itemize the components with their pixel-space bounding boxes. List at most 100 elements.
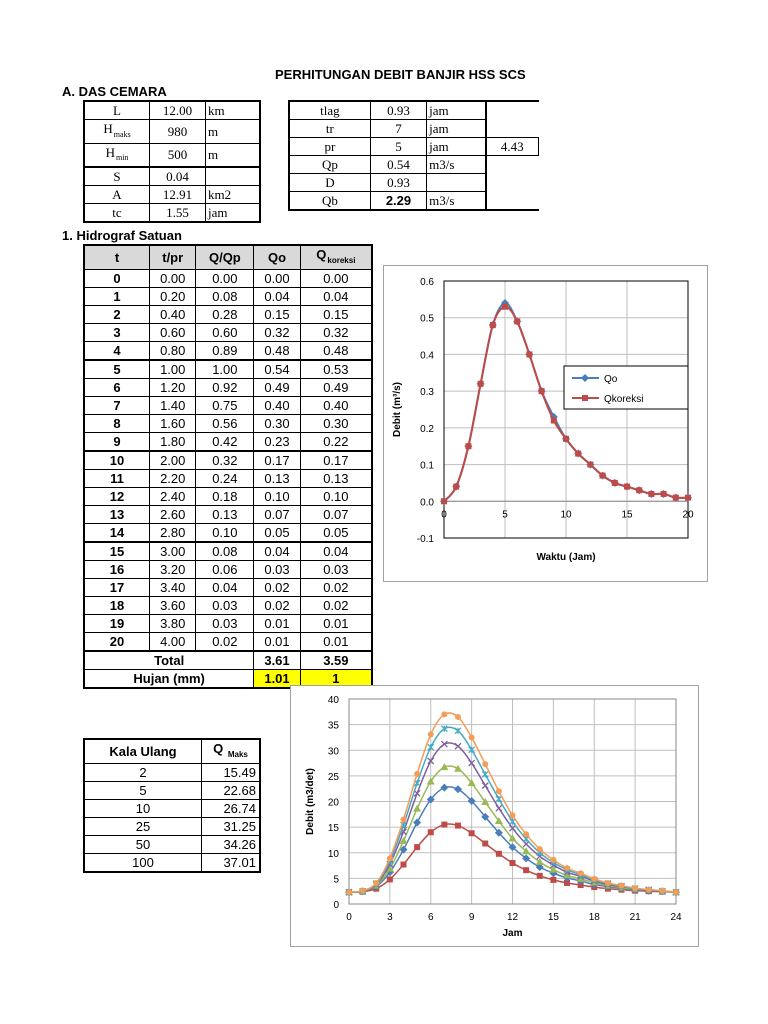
data-point [468,759,476,767]
total-row: Total 3.61 3.59 [83,650,373,670]
table-cell: 2 [83,304,150,324]
param-extra [486,192,539,211]
table-row: 0 0.00 0.00 0.00 0.00 [83,268,373,288]
table-cell: 0.13 [195,504,255,524]
table-cell: 0.00 [299,268,373,288]
data-point [508,843,517,852]
table-cell: 0.30 [299,413,373,433]
table-cell: 0.04 [299,541,373,561]
param-name: S [83,166,150,187]
table-cell: 12 [83,486,150,506]
data-point [440,725,448,733]
x-axis-title: Waktu (Jam) [536,552,595,563]
data-point [481,782,489,790]
table-cell: 0.04 [253,541,301,561]
y-tick-label: 0.4 [420,350,434,361]
y-tick-label: -0.1 [417,534,435,545]
return-period: 10 [83,798,202,818]
y-axis-title: Debit (m3/det) [305,768,316,835]
param-name: tlag [287,100,371,120]
table-cell: 14 [83,522,150,543]
param-name: tc [83,203,150,223]
x-axis-title: Jam [502,928,522,939]
y-tick-label: 5 [333,874,339,885]
table-row: 6 1.20 0.92 0.49 0.49 [83,377,373,397]
table-cell: 0.01 [253,613,301,633]
data-point [577,882,584,889]
table-cell: 0.32 [299,322,373,342]
data-point [632,885,639,892]
data-point [454,764,462,772]
data-point [550,876,557,883]
param-value: 1.55 [149,203,206,223]
table-cell: 0 [83,268,150,288]
table-cell: 1.00 [195,359,255,379]
param-unit [426,173,487,192]
table-cell: 0.07 [299,504,373,524]
data-point [611,479,618,486]
param-value: 5 [369,137,428,156]
data-point [494,816,503,824]
total-qo: 3.61 [253,650,301,670]
data-point [599,472,606,479]
data-point [427,757,435,765]
data-point [509,812,516,819]
data-point [495,788,502,795]
param-unit: km2 [205,185,261,205]
y-tick-label: 35 [328,721,340,732]
table-cell: 0.48 [253,340,301,361]
data-point [624,483,630,490]
data-point [414,844,421,851]
table-cell: 0.15 [299,304,373,324]
table-cell: 0.05 [253,522,301,543]
table-cell: 1.80 [148,431,197,452]
unit-hydrograph-chart: -0.1 0.0 0.1 0.2 0.3 0.4 0.5 0.6 0 5 10 15 20 Waktu (… [383,265,708,582]
data-point [645,886,652,893]
data-point [399,836,408,844]
legend [563,365,689,410]
x-tick-label: 21 [630,912,642,923]
table-cell: 0.23 [253,431,301,452]
table-cell: 0.22 [299,431,373,452]
table-cell: 0.60 [148,322,197,342]
table-cell: 1.60 [148,413,197,433]
param-symbol: tc [112,205,122,221]
table-cell: 0.01 [299,631,373,652]
table-cell: 0.01 [299,613,373,633]
rainfall-qo: 1.01 [253,668,301,689]
data-point [477,380,484,387]
x-tick-label: 18 [589,912,601,923]
data-point [526,351,533,358]
header-subscript: koreksi [327,255,356,265]
param-value: 7 [369,119,428,138]
header-subscript: Maks [227,749,248,759]
data-point [550,856,557,863]
param-name: Hmin [83,142,150,168]
table-cell: 3.20 [148,559,197,579]
param-extra: 4.43 [485,137,539,156]
total-qkoreksi: 3.59 [299,650,373,670]
y-tick-label: 40 [328,695,340,706]
table-cell: 4.00 [148,631,197,652]
data-point [636,487,643,494]
document-title: PERHITUNGAN DEBIT BANJIR HSS SCS [275,67,526,82]
data-point [467,779,476,787]
data-point [563,435,569,442]
table-row: 50 34.26 [83,834,261,854]
table-cell: 0.02 [253,595,301,615]
x-tick-label: 12 [507,912,519,923]
data-point [481,798,490,806]
table-cell: 2.20 [148,468,197,488]
data-point [538,388,545,395]
x-tick-label: 15 [621,509,633,520]
param-unit: jam [205,203,261,223]
x-tick-label: 6 [428,912,434,923]
y-tick-label: 25 [328,772,340,783]
table-row: 2 0.40 0.28 0.15 0.15 [83,304,373,324]
data-point [536,872,543,879]
data-point [618,882,625,889]
table-row: 14 2.80 0.10 0.05 0.05 [83,522,373,543]
header-symbol: Q [213,741,224,756]
plot-area [348,698,677,905]
column-header: t [83,244,150,270]
